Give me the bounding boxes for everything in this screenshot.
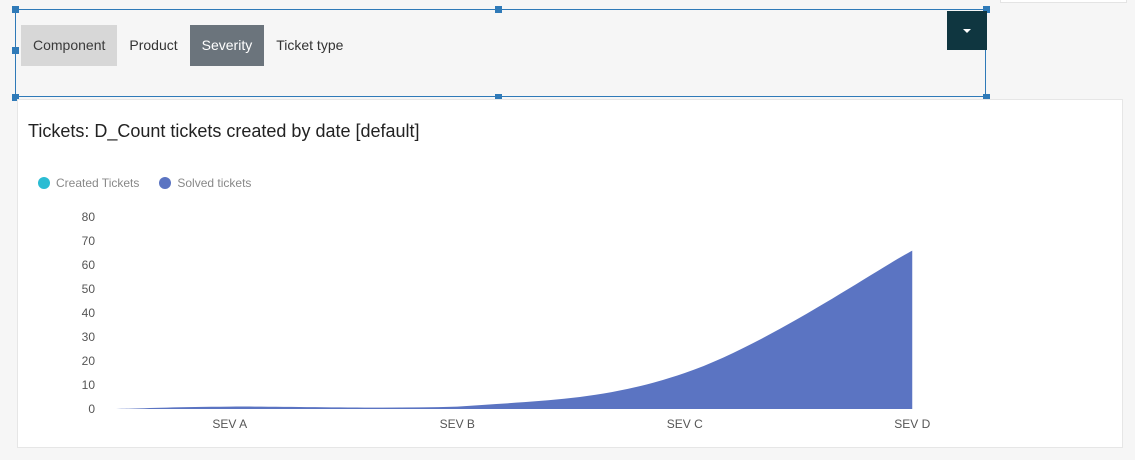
top-right-strip <box>1000 0 1127 3</box>
resize-handle-bottom-middle[interactable] <box>495 94 502 101</box>
legend-dot-created-icon <box>38 177 50 189</box>
resize-handle-middle-left[interactable] <box>12 47 19 54</box>
resize-handle-top-middle[interactable] <box>495 6 502 13</box>
resize-handle-bottom-left[interactable] <box>12 94 19 101</box>
x-tick-label: SEV D <box>894 417 930 431</box>
tab-severity[interactable]: Severity <box>189 25 265 66</box>
tab-product[interactable]: Product <box>129 37 178 53</box>
y-tick-label: 40 <box>82 306 96 320</box>
x-tick-label: SEV C <box>667 417 703 431</box>
x-tick-label: SEV A <box>212 417 247 431</box>
y-tick-label: 80 <box>82 210 96 224</box>
legend-dot-solved-icon <box>159 177 172 189</box>
dropdown-button[interactable] <box>947 11 987 50</box>
y-tick-label: 50 <box>82 282 96 296</box>
chart-title: Tickets: D_Count tickets created by date… <box>28 121 420 141</box>
area-chart: 0 10 20 30 40 50 60 70 80 SEV A SEV B SEV C SEV D <box>82 210 931 431</box>
y-tick-label: 10 <box>82 378 96 392</box>
legend-item-solved[interactable]: Solved tickets <box>159 176 251 190</box>
resize-handle-top-left[interactable] <box>12 6 19 13</box>
chart-legend: Created Tickets Solved tickets <box>38 176 251 190</box>
dimension-tabs: Component Product Severity Ticket type <box>21 25 355 66</box>
resize-handle-bottom-right[interactable] <box>983 94 990 101</box>
y-tick-label: 20 <box>82 354 96 368</box>
legend-label-solved: Solved tickets <box>177 176 252 190</box>
series-area-solved-tickets[interactable] <box>116 250 913 409</box>
legend-label-created: Created Tickets <box>56 176 140 190</box>
y-tick-label: 70 <box>82 234 96 248</box>
resize-handle-top-right[interactable] <box>983 6 990 13</box>
legend-item-created[interactable]: Created Tickets <box>38 176 139 190</box>
y-tick-label: 0 <box>88 402 95 416</box>
chart-panel: Tickets: D_Count tickets created by date… <box>17 99 1123 448</box>
caret-down-icon <box>963 28 971 33</box>
tab-component[interactable]: Component <box>21 25 118 66</box>
x-tick-label: SEV B <box>440 417 475 431</box>
y-tick-label: 60 <box>82 258 96 272</box>
tab-ticket-type[interactable]: Ticket type <box>276 37 344 53</box>
y-tick-label: 30 <box>82 330 96 344</box>
